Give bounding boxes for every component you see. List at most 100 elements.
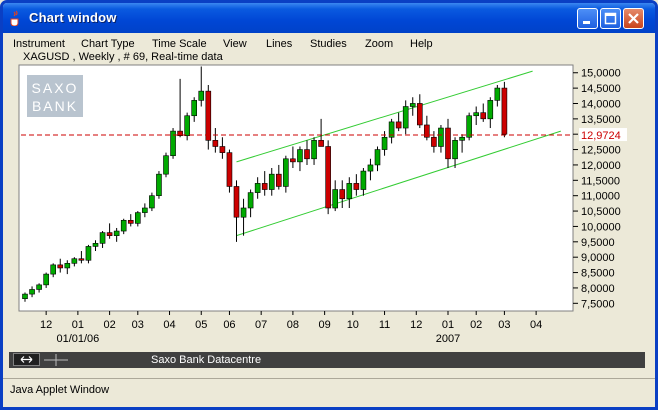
x-tick-label: 12 (40, 319, 52, 331)
candle-body (360, 170, 367, 190)
candle (332, 180, 339, 212)
candle-body (402, 106, 409, 129)
close-icon (628, 13, 639, 24)
candle-body (297, 149, 303, 163)
close-button[interactable] (623, 8, 644, 29)
chart-status-bar: Saxo Bank Datacentre (9, 352, 645, 368)
x-tick-label: 01 (442, 319, 454, 331)
candle (50, 263, 57, 278)
candle (402, 100, 409, 135)
x-tick-label: 06 (223, 319, 235, 331)
crosshair-icon[interactable] (43, 353, 69, 367)
candle (473, 106, 480, 125)
candle (240, 198, 247, 236)
candle-body (43, 273, 49, 286)
candle-body (177, 130, 183, 137)
candle (170, 128, 176, 159)
candles (22, 66, 508, 302)
candle (198, 66, 205, 107)
plot-area[interactable] (18, 64, 574, 312)
candle (113, 227, 120, 242)
candle (424, 115, 430, 141)
candle (416, 94, 423, 129)
candle (149, 192, 155, 212)
y-tick-label: 9,5000 (581, 237, 615, 249)
price-chart[interactable]: SAXO BANK 15,000014,500014,000013,500013… (3, 3, 655, 407)
candle-body (311, 140, 317, 160)
candle-body (487, 100, 494, 120)
candle-body (170, 130, 176, 157)
candle (459, 134, 465, 153)
candle-body (395, 121, 402, 129)
candle (85, 244, 92, 264)
x-tick-label: 01 (72, 319, 84, 331)
candle (438, 124, 444, 153)
applet-footer-text: Java Applet Window (10, 384, 110, 396)
y-tick-label: 8,5000 (581, 268, 615, 280)
menu-help[interactable]: Help (410, 38, 433, 50)
candle-body (36, 284, 42, 290)
x-date-label: 01/01/06 (56, 333, 99, 345)
x-tick-label: 05 (195, 319, 207, 331)
channel-line-upper[interactable] (236, 70, 533, 163)
candle-body (149, 195, 155, 209)
candle (261, 171, 268, 196)
channel-line-lower[interactable] (236, 130, 561, 237)
menu-chart-type[interactable]: Chart Type (81, 38, 135, 50)
candle (311, 137, 317, 165)
candle-body (156, 173, 162, 196)
candle (43, 272, 49, 288)
candle-body (184, 115, 190, 137)
menu-time-scale[interactable]: Time Scale (152, 38, 207, 50)
candle-body (268, 173, 275, 190)
candle-body (29, 289, 35, 295)
menu-instrument[interactable]: Instrument (13, 38, 65, 50)
y-tick-label: 15,0000 (581, 68, 621, 80)
x-tick-label: 07 (255, 319, 267, 331)
minimize-button[interactable] (577, 8, 598, 29)
candle (367, 158, 374, 181)
candle-body (191, 100, 197, 117)
candle (304, 140, 310, 165)
candle (353, 174, 360, 196)
y-axis: 15,000014,500014,000013,500013,000012,50… (573, 68, 621, 310)
candle-body (99, 232, 106, 244)
x-date-label: 2007 (436, 333, 460, 345)
candle-body (78, 258, 85, 261)
candle-body (240, 207, 247, 218)
candle-body (290, 158, 296, 163)
candle (92, 240, 99, 252)
menu-view[interactable]: View (223, 38, 247, 50)
candle (127, 214, 134, 227)
candle-body (275, 173, 282, 187)
title-bar[interactable]: Chart window (3, 3, 655, 33)
candle (177, 78, 183, 138)
trend-channel[interactable] (236, 70, 561, 237)
current-price-label: 12,9724 (581, 130, 621, 142)
candle (57, 258, 64, 273)
candle-body (64, 263, 71, 269)
y-tick-label: 13,5000 (581, 114, 621, 126)
menu-studies[interactable]: Studies (310, 38, 347, 50)
candle (106, 223, 113, 239)
chart-header: XAGUSD , Weekly , # 69, Real-time data (23, 51, 223, 63)
candle-body (135, 212, 141, 224)
candle (78, 251, 85, 264)
candle-body (304, 149, 310, 160)
candle-body (22, 293, 28, 299)
candle-body (381, 136, 388, 150)
candle (184, 112, 190, 141)
candle (325, 140, 331, 215)
candle-body (106, 232, 113, 236)
candle (120, 218, 127, 235)
candle-body (283, 158, 289, 187)
menu-lines[interactable]: Lines (266, 38, 293, 50)
scroll-handle-icon[interactable] (13, 353, 41, 367)
menu-zoom[interactable]: Zoom (365, 38, 394, 50)
candle (283, 155, 289, 193)
candle-body (438, 127, 444, 147)
candle (22, 292, 28, 302)
candle-body (416, 103, 423, 126)
maximize-button[interactable] (600, 8, 621, 29)
candle (29, 286, 35, 298)
